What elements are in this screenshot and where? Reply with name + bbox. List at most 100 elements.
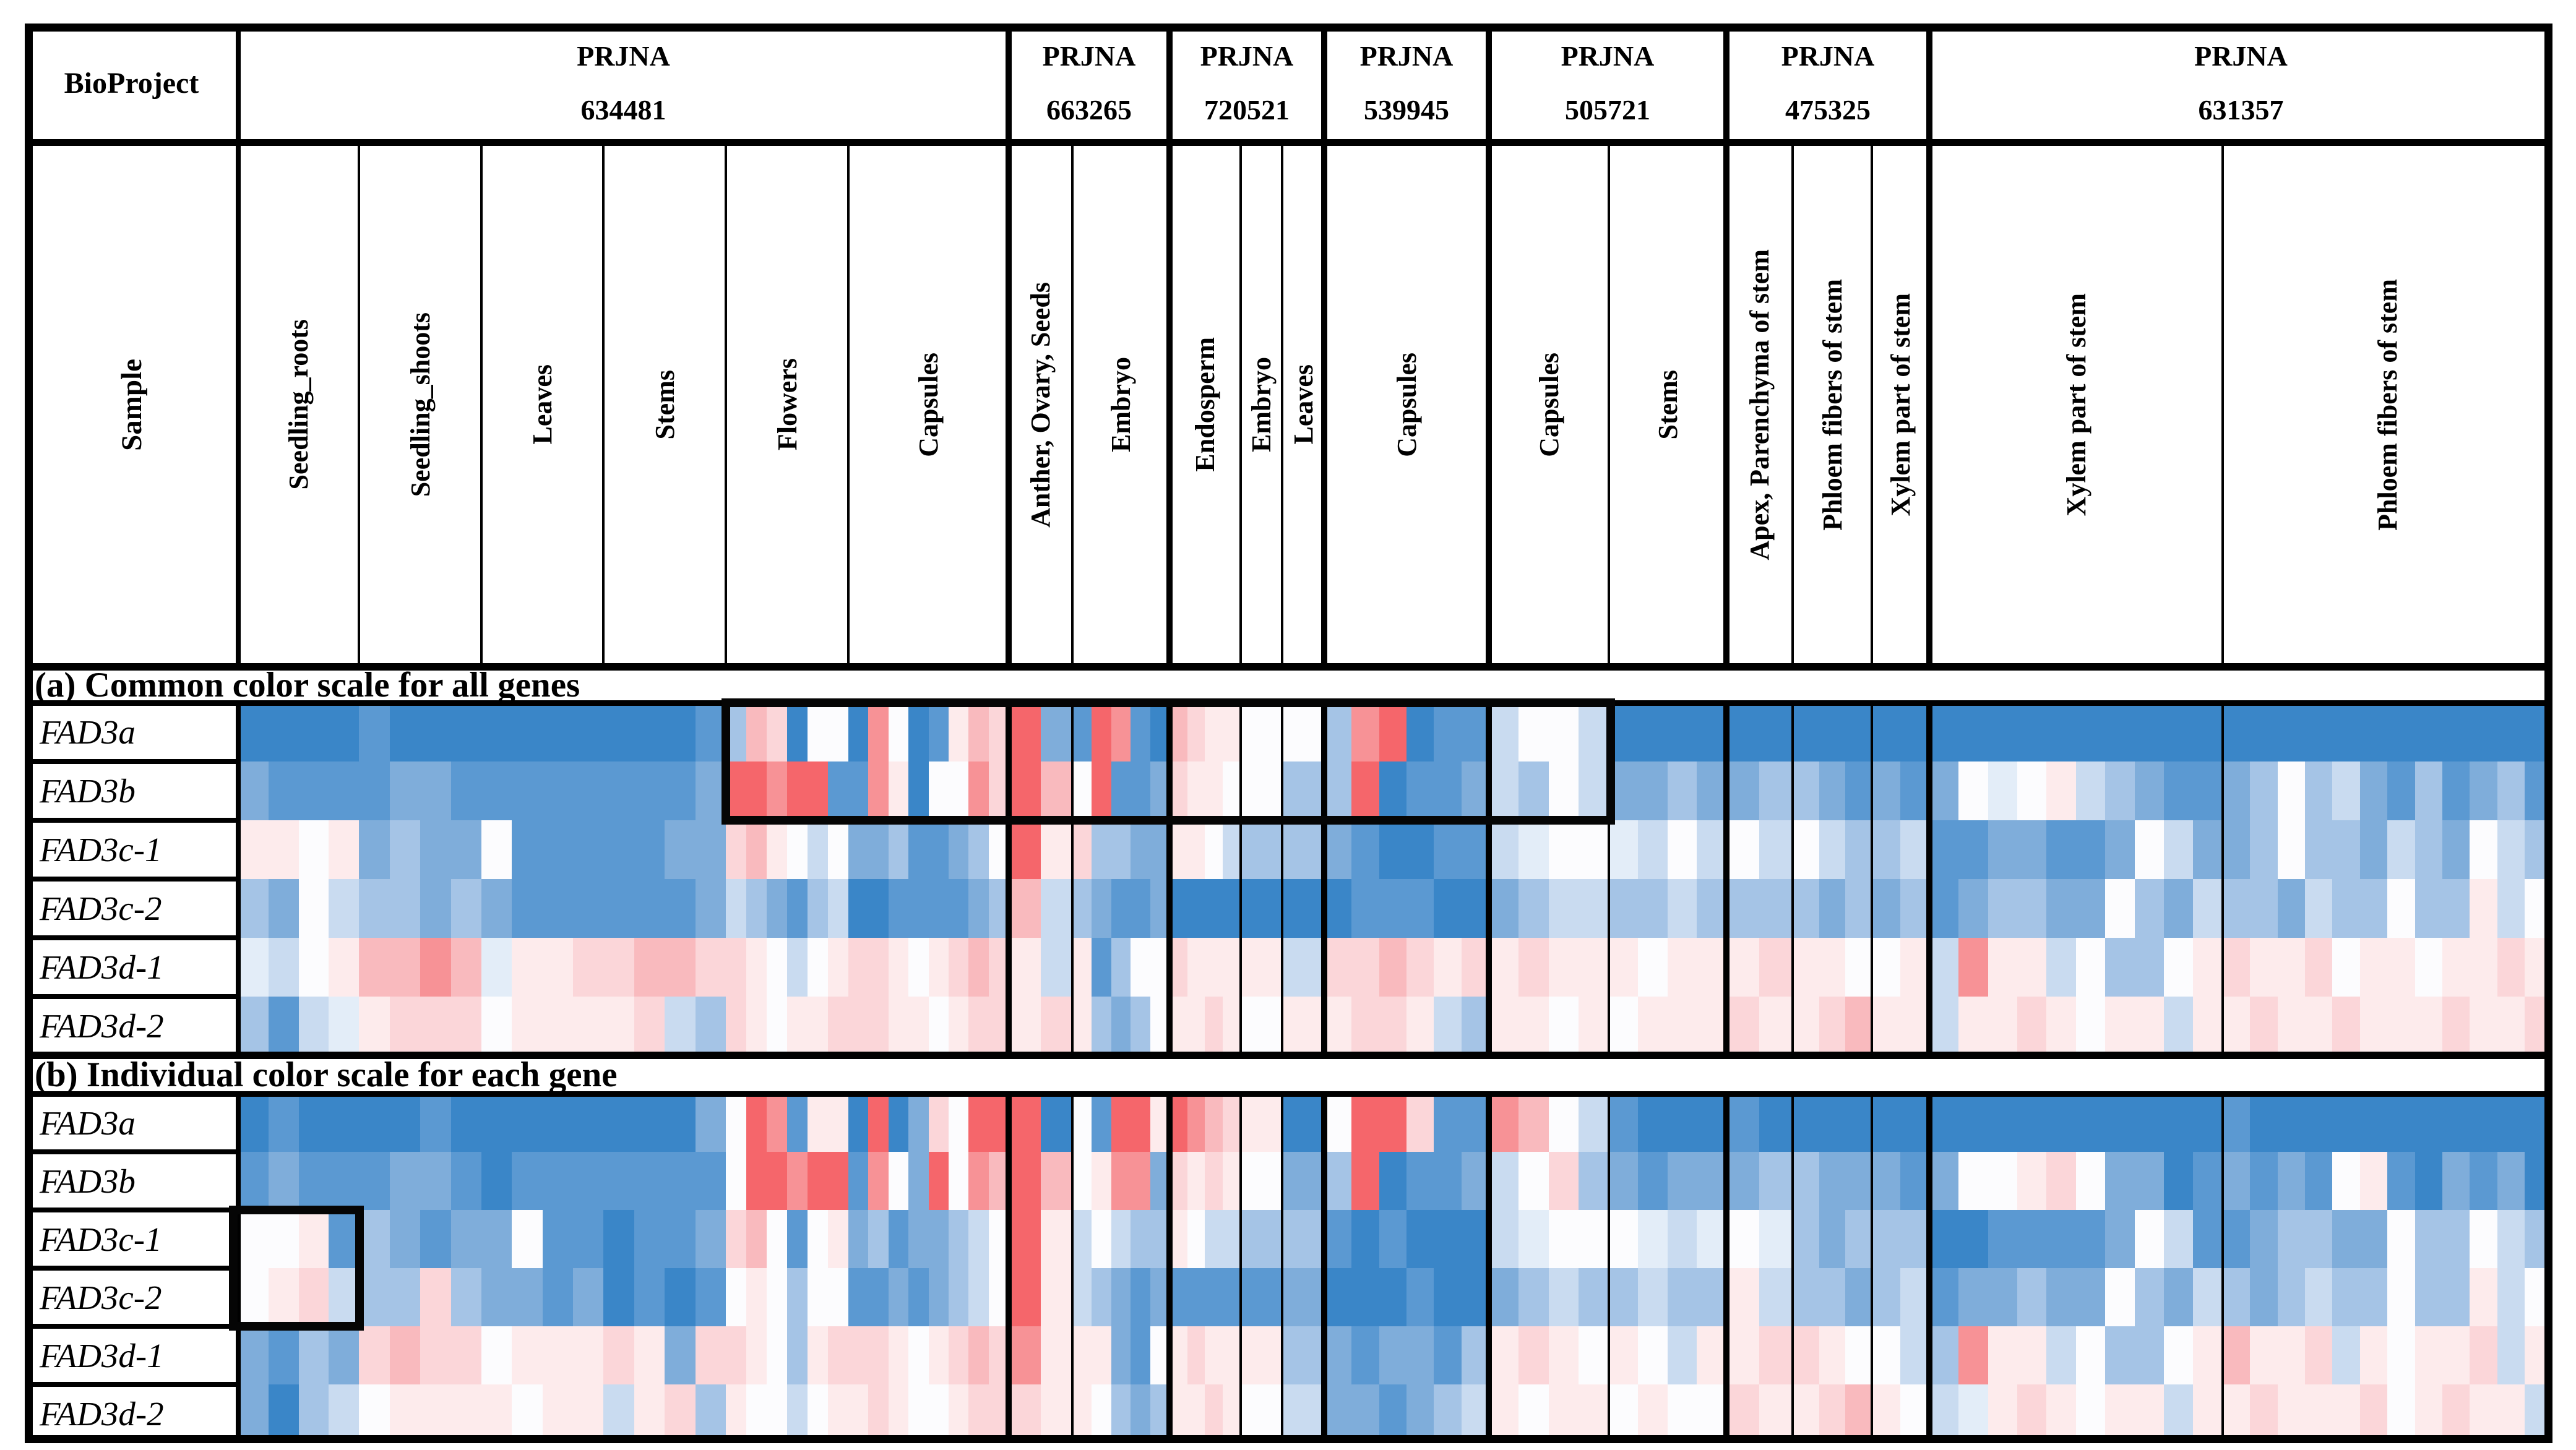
heatmap-cell [603,1094,634,1152]
heatmap-cell [2359,1094,2388,1152]
heatmap-cell [1040,879,1072,938]
heatmap-cell [2222,1210,2251,1268]
heatmap-cell [2075,1094,2106,1152]
heatmap-cell [1958,1094,1988,1152]
grid-line-vertical [1321,1094,1327,1443]
heatmap-cell [1072,761,1092,820]
heatmap-cell [848,761,869,820]
heatmap-cell [767,1384,787,1443]
gene-label-text: FAD3d-1 [40,1336,164,1375]
heatmap-cell [238,1152,269,1210]
heatmap-cell [1697,1094,1726,1152]
heatmap-cell [1434,1326,1462,1384]
heatmap-cell [1518,997,1549,1055]
heatmap-cell [2017,820,2047,879]
grid-line-horizontal [25,663,2552,671]
heatmap-cell [2414,879,2443,938]
heatmap-cell [1379,1152,1406,1210]
heatmap-cell [268,820,299,879]
heatmap-cell [1697,879,1726,938]
heatmap-cell [1488,1094,1519,1152]
heatmap-cell [665,879,696,938]
heatmap-cell [2332,1326,2360,1384]
heatmap-cell [329,879,359,938]
heatmap-cell [1324,820,1352,879]
heatmap-cell [512,1210,543,1268]
heatmap-cell [1009,997,1041,1055]
heatmap-cell [2442,997,2470,1055]
heatmap-cell [359,1384,390,1443]
heatmap-cell [2046,1384,2076,1443]
heatmap-cell [988,1094,1009,1152]
heatmap-cell [1579,703,1609,761]
heatmap-cell [1072,938,1092,997]
heatmap-cell [1871,938,1901,997]
heatmap-cell [1958,820,1988,879]
heatmap-cell [1324,761,1352,820]
heatmap-cell [767,761,787,820]
heatmap-cell [988,1384,1009,1443]
heatmap-cell [2193,1326,2223,1384]
heatmap-cell [1406,938,1434,997]
heatmap-cell [329,1152,359,1210]
project-number: 634481 [580,94,666,126]
heatmap-cell [603,820,634,879]
heatmap-cell [420,703,451,761]
heatmap-cell [2250,1152,2278,1210]
gene-label: FAD3a [32,703,238,761]
heatmap-cell [298,1268,329,1326]
heatmap-cell [572,1094,603,1152]
heatmap-cell [2222,1268,2251,1326]
heatmap-cell [542,1326,573,1384]
heatmap-cell [1548,938,1579,997]
heatmap-cell [988,1326,1009,1384]
heatmap-cell [1726,1210,1760,1268]
heatmap-cell [1900,820,1929,879]
heatmap-cell [1009,1384,1041,1443]
heatmap-cell [868,997,889,1055]
heatmap-cell [988,1210,1009,1268]
heatmap-cell [481,1094,512,1152]
bioproject-header-label: BioProject [64,66,199,100]
heatmap-cell [695,1094,726,1152]
heatmap-cell [1009,1268,1041,1326]
heatmap-cell [2164,997,2194,1055]
heatmap-cell [1845,1326,1872,1384]
heatmap-cell [2017,1152,2047,1210]
heatmap-cell [603,1210,634,1268]
heatmap-cell [828,703,848,761]
heatmap-cell [1929,1326,1959,1384]
heatmap-cell [1608,997,1639,1055]
bioproject-header-cell: BioProject [25,24,238,142]
heatmap-cell [268,938,299,997]
heatmap-cell [2497,1326,2525,1384]
heatmap-cell [512,879,543,938]
heatmap-cell [1697,938,1726,997]
heatmap-cell [1929,938,1959,997]
heatmap-cell [603,1384,634,1443]
heatmap-cell [238,879,269,938]
heatmap-cell [2075,761,2106,820]
heatmap-cell [1461,997,1489,1055]
heatmap-cell [2017,938,2047,997]
heatmap-cell [808,820,828,879]
heatmap-cell [1488,879,1519,938]
heatmap-cell [1548,879,1579,938]
heatmap-cell [726,1152,746,1210]
heatmap-cell [542,1152,573,1210]
heatmap-cell [329,1384,359,1443]
heatmap-cell [726,1094,746,1152]
heatmap-cell [1324,1210,1352,1268]
heatmap-cell [1072,1210,1092,1268]
heatmap-cell [1759,938,1793,997]
heatmap-cell [420,1210,451,1268]
heatmap-cell [726,879,746,938]
heatmap-cell [1282,1210,1324,1268]
heatmap-cell [1092,1210,1111,1268]
heatmap-cell [1900,1326,1929,1384]
heatmap-cell [1759,761,1793,820]
heatmap-cell [634,1326,665,1384]
heatmap-cell [1488,703,1519,761]
heatmap-cell [1406,1094,1434,1152]
heatmap-cell [481,703,512,761]
